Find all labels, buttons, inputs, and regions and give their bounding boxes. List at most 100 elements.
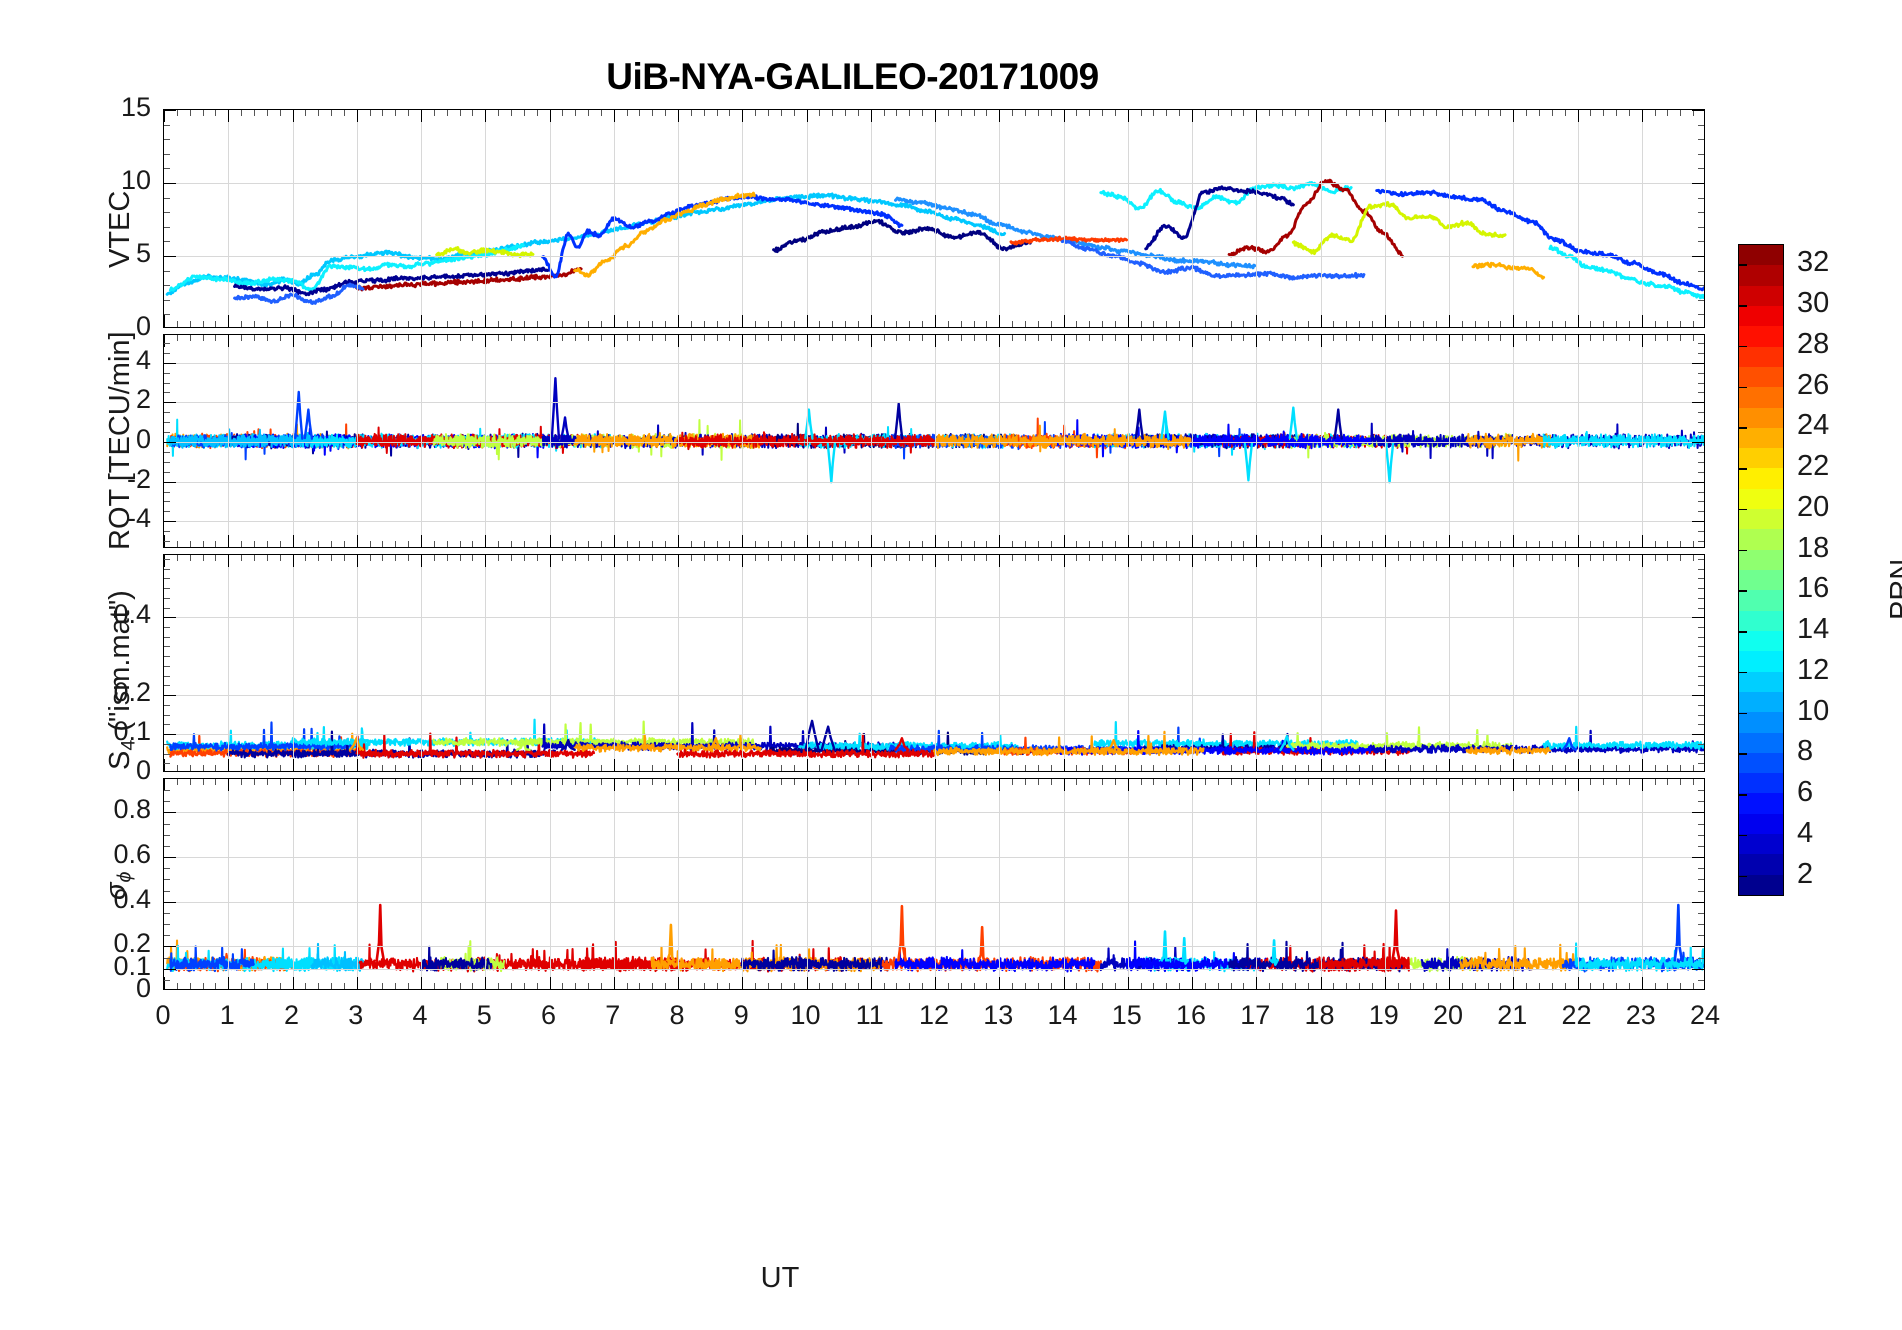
y-tick-major	[164, 734, 176, 736]
x-tick-minor	[793, 321, 795, 327]
x-tick-minor	[960, 555, 962, 561]
x-tick-minor	[266, 779, 268, 785]
y-tick-major	[1692, 256, 1704, 257]
x-tick-minor	[1230, 321, 1232, 327]
x-tick-minor	[909, 779, 911, 785]
gridline-horizontal	[164, 402, 1704, 404]
gridline-horizontal	[164, 812, 1704, 814]
x-tick-minor	[305, 541, 307, 547]
x-tick-minor	[1500, 321, 1502, 327]
data-trace	[804, 719, 820, 751]
data-trace	[1106, 738, 1122, 751]
gridline-horizontal	[164, 521, 1704, 523]
y-tick-minor	[1698, 979, 1704, 981]
gridline-vertical	[742, 779, 744, 989]
colorbar[interactable]	[1738, 244, 1784, 896]
x-tick-minor	[1333, 335, 1335, 341]
gridline-vertical	[1577, 335, 1579, 547]
x-tick-minor	[433, 110, 435, 116]
y-tick-major	[164, 857, 176, 859]
y-tick-minor	[164, 531, 170, 533]
x-tick-minor	[1333, 983, 1335, 989]
x-tick-major	[613, 555, 615, 567]
x-tick-major	[421, 335, 422, 347]
x-tick-minor	[1346, 110, 1348, 116]
x-tick-minor	[755, 541, 757, 547]
x-tick-minor	[845, 779, 847, 785]
x-tick-minor	[1693, 555, 1695, 561]
x-tick-minor	[1474, 555, 1476, 561]
y-tick-minor	[1698, 352, 1704, 354]
x-tick-minor	[1050, 779, 1052, 785]
colorbar-segment	[1739, 448, 1783, 469]
y-tick-minor	[1698, 558, 1704, 560]
gridline-vertical	[1320, 335, 1322, 547]
x-tick-minor	[395, 110, 397, 116]
x-tick-minor	[1667, 541, 1669, 547]
x-tick-minor	[343, 555, 345, 561]
x-tick-label: 8	[669, 1000, 685, 1030]
x-tick-minor	[1307, 110, 1309, 116]
x-tick-major	[935, 779, 936, 791]
x-tick-label: 18	[1304, 1000, 1335, 1030]
x-tick-minor	[1371, 541, 1373, 547]
x-tick-minor	[369, 983, 371, 989]
x-tick-minor	[459, 779, 461, 785]
x-tick-minor	[986, 983, 988, 989]
x-tick-minor	[1371, 335, 1373, 341]
x-tick-minor	[600, 983, 602, 989]
x-tick-label: 14	[1047, 1000, 1078, 1030]
x-tick-minor	[253, 983, 255, 989]
x-tick-minor	[1243, 321, 1245, 327]
x-tick-minor	[986, 335, 988, 341]
x-tick-minor	[665, 541, 667, 547]
x-tick-minor	[1230, 779, 1232, 785]
x-tick-minor	[1179, 555, 1181, 561]
x-tick-minor	[382, 541, 384, 547]
x-tick-minor	[1050, 110, 1052, 116]
x-tick-minor	[1346, 321, 1348, 327]
x-tick-minor	[665, 335, 667, 341]
x-tick-minor	[896, 555, 898, 561]
y-tick-major	[1692, 442, 1704, 443]
x-tick-minor	[857, 765, 859, 771]
y-tick-minor	[164, 753, 170, 755]
x-tick-minor	[1307, 983, 1309, 989]
data-trace	[1333, 408, 1343, 440]
x-tick-label: 6	[540, 1000, 557, 1030]
x-tick-minor	[498, 555, 500, 561]
x-tick-minor	[1243, 779, 1245, 785]
gridline-vertical	[1256, 110, 1258, 327]
x-tick-minor	[845, 541, 847, 547]
x-tick-minor	[896, 541, 898, 547]
x-tick-minor	[202, 321, 204, 327]
x-tick-minor	[472, 110, 474, 116]
gridline-horizontal	[164, 968, 1704, 970]
x-tick-minor	[253, 110, 255, 116]
gridline-vertical	[1577, 779, 1579, 989]
x-tick-minor	[1371, 765, 1373, 771]
x-tick-minor	[1359, 321, 1361, 327]
x-tick-minor	[1037, 779, 1039, 785]
data-trace	[550, 376, 561, 440]
x-tick-major	[613, 779, 615, 791]
x-tick-minor	[343, 765, 345, 771]
gridline-vertical	[356, 555, 358, 771]
x-tick-minor	[883, 555, 885, 561]
colorbar-tick-label: 24	[1797, 409, 1830, 442]
x-tick-major	[1063, 779, 1065, 791]
x-tick-major	[228, 555, 230, 567]
x-tick-minor	[215, 765, 217, 771]
x-tick-minor	[176, 765, 178, 771]
x-tick-minor	[523, 779, 525, 785]
x-tick-minor	[716, 555, 718, 561]
x-tick-minor	[575, 321, 577, 327]
x-tick-minor	[1333, 779, 1335, 785]
x-tick-major	[1127, 779, 1129, 791]
x-tick-minor	[986, 779, 988, 785]
x-tick-minor	[1089, 321, 1091, 327]
x-tick-minor	[1269, 555, 1271, 561]
gridline-vertical	[1192, 335, 1193, 547]
y-tick-minor	[1698, 627, 1704, 629]
